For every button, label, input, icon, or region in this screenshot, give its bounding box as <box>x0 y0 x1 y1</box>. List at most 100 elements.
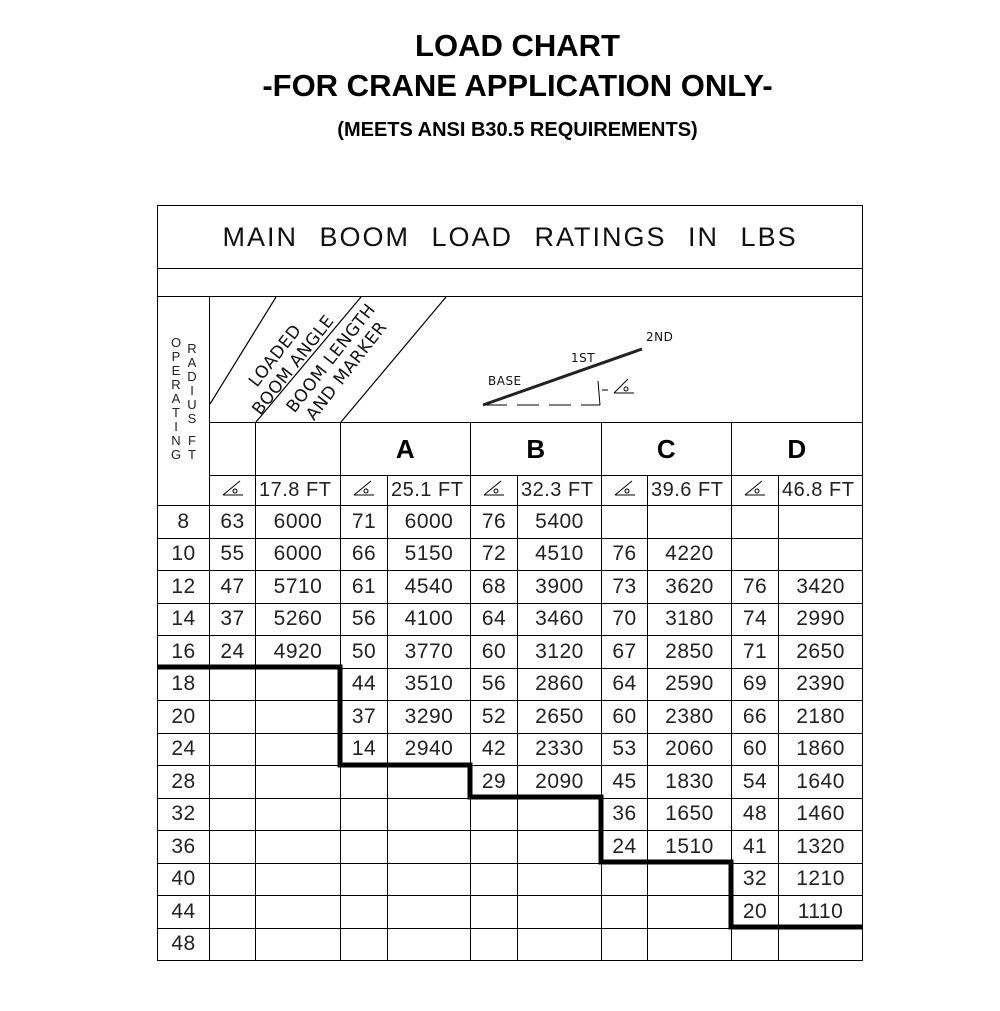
blank-row <box>156 268 864 297</box>
angle-cell <box>340 927 388 961</box>
table-row: 16 24 4920 50 3770 60 3120 67 2850 71 2650 <box>157 635 864 669</box>
radius-cell: 32 <box>157 797 210 831</box>
angle-cell: 47 <box>209 570 256 604</box>
load-cell: 1460 <box>777 797 864 831</box>
angle-cell <box>601 862 648 896</box>
angle-cell: 66 <box>731 700 779 734</box>
table-row: 12 47 5710 61 4540 68 3900 73 3620 76 3420 <box>157 570 864 604</box>
boom-length-header: 25.1 FT <box>387 475 471 506</box>
load-cell: 4220 <box>647 537 732 571</box>
load-cell: 1210 <box>777 862 864 896</box>
load-cell: 3620 <box>647 570 732 604</box>
angle-cell <box>470 895 518 929</box>
load-cell <box>255 765 341 799</box>
marker-base-angle <box>209 422 256 476</box>
load-cell <box>387 765 471 799</box>
load-cell: 2850 <box>647 635 732 669</box>
boom-icon <box>482 347 643 407</box>
angle-cell: 61 <box>340 570 388 604</box>
angle-cell: 60 <box>470 635 518 669</box>
load-cell <box>647 927 732 961</box>
angle-cell: 73 <box>601 570 648 604</box>
load-cell: 3420 <box>777 570 864 604</box>
boom-angle-icon <box>209 475 256 506</box>
page-title: LOAD CHART <box>415 28 620 63</box>
load-cell: 2330 <box>517 732 602 766</box>
load-cell: 1320 <box>777 830 864 864</box>
angle-cell: 60 <box>601 700 648 734</box>
load-cell: 2180 <box>777 700 864 734</box>
angle-cell <box>601 505 648 539</box>
load-cell: 3510 <box>387 667 471 701</box>
marker-b: B <box>470 422 602 476</box>
slant-divider <box>210 297 277 405</box>
angle-cell: 60 <box>731 732 779 766</box>
load-cell: 1650 <box>647 797 732 831</box>
load-cell <box>255 830 341 864</box>
angle-cell: 41 <box>731 830 779 864</box>
angle-cell: 37 <box>209 602 256 636</box>
boom-diagram: LOADED BOOM ANGLE BOOM LENGTH AND MARKER… <box>210 297 673 422</box>
angle-cell <box>340 862 388 896</box>
load-cell <box>387 862 471 896</box>
load-cell <box>387 797 471 831</box>
angle-cell: 52 <box>470 700 518 734</box>
angle-cell <box>470 830 518 864</box>
load-cell: 2650 <box>517 700 602 734</box>
load-cell: 3180 <box>647 602 732 636</box>
angle-cell <box>209 667 256 701</box>
angle-cell: 56 <box>470 667 518 701</box>
load-cell: 1510 <box>647 830 732 864</box>
load-cell <box>517 895 602 929</box>
angle-cell: 14 <box>340 732 388 766</box>
angle-cell <box>340 797 388 831</box>
load-cell: 2060 <box>647 732 732 766</box>
angle-cell: 76 <box>601 537 648 571</box>
load-cell: 2590 <box>647 667 732 701</box>
table-row: 48 <box>157 927 864 961</box>
table-row: 14 37 5260 56 4100 64 3460 70 3180 74 2990 <box>157 602 864 636</box>
load-cell <box>387 830 471 864</box>
load-cell: 4540 <box>387 570 471 604</box>
diagram-1st-label: 1ST <box>571 351 595 365</box>
load-cell: 2650 <box>777 635 864 669</box>
angle-cell <box>470 797 518 831</box>
radius-cell: 10 <box>157 537 210 571</box>
load-cell <box>255 700 341 734</box>
load-cell: 2860 <box>517 667 602 701</box>
load-cell: 3120 <box>517 635 602 669</box>
load-cell: 5400 <box>517 505 602 539</box>
radius-cell: 20 <box>157 700 210 734</box>
load-cell <box>777 537 864 571</box>
load-cell: 5260 <box>255 602 341 636</box>
load-cell <box>517 797 602 831</box>
radius-cell: 16 <box>157 635 210 669</box>
boom-angle-icon <box>601 475 648 506</box>
angle-cell <box>209 830 256 864</box>
diagram-base-label: BASE <box>488 374 522 388</box>
load-cell: 1860 <box>777 732 864 766</box>
angle-cell <box>209 797 256 831</box>
load-cell <box>647 862 732 896</box>
boom-angle-icon <box>470 475 518 506</box>
angle-cell: 55 <box>209 537 256 571</box>
marker-d: D <box>730 422 864 476</box>
radius-cell: 8 <box>157 505 210 539</box>
angle-cell: 50 <box>340 635 388 669</box>
table-row: 18 44 3510 56 2860 64 2590 69 2390 <box>157 667 864 701</box>
angle-cell: 63 <box>209 505 256 539</box>
load-cell <box>517 830 602 864</box>
load-cell: 3460 <box>517 602 602 636</box>
angle-cell <box>340 830 388 864</box>
angle-cell: 44 <box>340 667 388 701</box>
load-chart-table: MAIN BOOM LOAD RATINGS IN LBS OPERATINGR… <box>156 205 864 961</box>
load-cell <box>255 895 341 929</box>
table-row: 10 55 6000 66 5150 72 4510 76 4220 <box>157 537 864 571</box>
load-cell <box>255 667 341 701</box>
load-cell: 2390 <box>777 667 864 701</box>
angle-cell <box>209 765 256 799</box>
radius-cell: 12 <box>157 570 210 604</box>
boom-diagram-cell: LOADED BOOM ANGLE BOOM LENGTH AND MARKER… <box>208 296 864 423</box>
load-cell <box>647 895 732 929</box>
boom-length-header: 17.8 FT <box>255 475 341 506</box>
